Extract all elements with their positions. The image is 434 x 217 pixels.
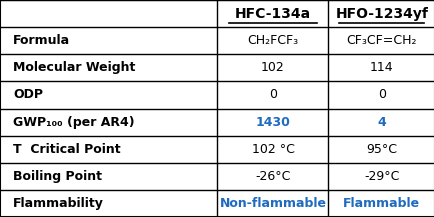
Text: ODP: ODP xyxy=(13,89,43,101)
Text: GWP₁₀₀ (per AR4): GWP₁₀₀ (per AR4) xyxy=(13,116,135,128)
Text: T  Critical Point: T Critical Point xyxy=(13,143,120,156)
Text: 102: 102 xyxy=(260,61,284,74)
Text: 0: 0 xyxy=(268,89,276,101)
Text: Formula: Formula xyxy=(13,34,70,47)
Text: Flammability: Flammability xyxy=(13,197,104,210)
Text: CH₂FCF₃: CH₂FCF₃ xyxy=(247,34,298,47)
Text: Non-flammable: Non-flammable xyxy=(219,197,326,210)
Text: CF₃CF=CH₂: CF₃CF=CH₂ xyxy=(345,34,416,47)
Text: 1430: 1430 xyxy=(255,116,290,128)
Text: Molecular Weight: Molecular Weight xyxy=(13,61,135,74)
Text: -26°C: -26°C xyxy=(255,170,290,183)
Text: 95°C: 95°C xyxy=(365,143,396,156)
Text: 4: 4 xyxy=(376,116,385,128)
Text: HFC-134a: HFC-134a xyxy=(234,7,310,21)
Text: Flammable: Flammable xyxy=(342,197,419,210)
Text: -29°C: -29°C xyxy=(363,170,398,183)
Text: 102 °C: 102 °C xyxy=(251,143,294,156)
Text: Boiling Point: Boiling Point xyxy=(13,170,102,183)
Text: 114: 114 xyxy=(369,61,393,74)
Text: HFO-1234yf: HFO-1234yf xyxy=(335,7,427,21)
Text: 0: 0 xyxy=(377,89,385,101)
